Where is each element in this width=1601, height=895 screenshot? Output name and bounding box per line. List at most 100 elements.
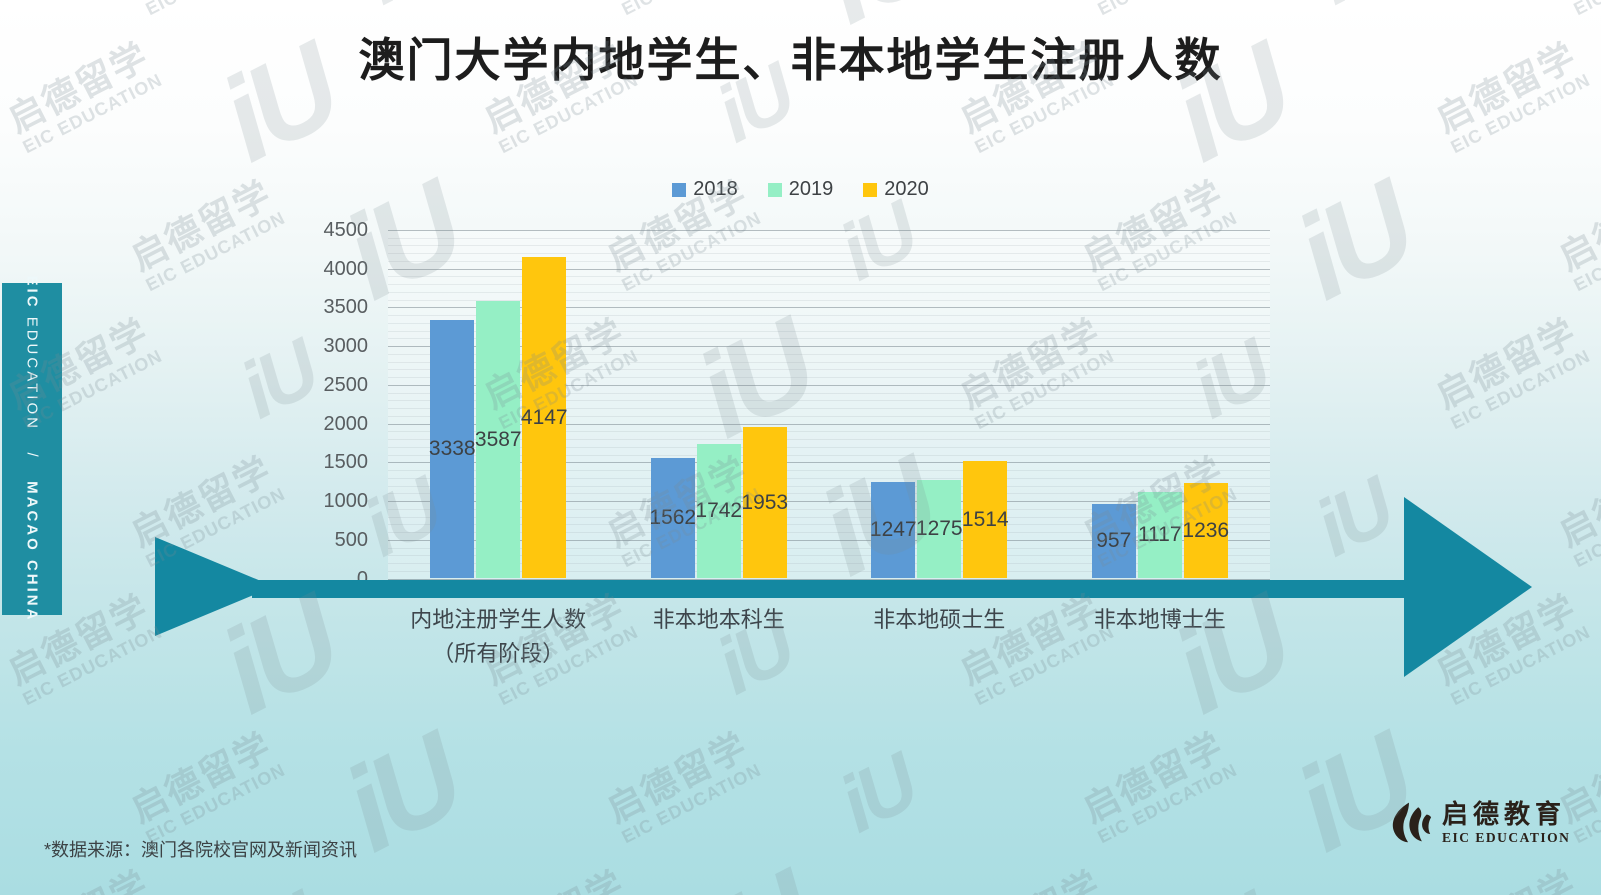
bar-2018-3: [1091, 504, 1136, 579]
minor-gridline: [388, 570, 1270, 572]
brand-text: 启德教育 EIC EDUCATION: [1442, 800, 1570, 846]
watermark-line2: EIC EDUCATION: [1570, 484, 1601, 572]
watermark-line1: 启德留学: [950, 855, 1111, 895]
sidebar-region: MACAO CHINA: [23, 481, 41, 623]
watermark-logo-icon: iU: [676, 847, 832, 895]
major-gridline: [388, 307, 1270, 309]
legend: 2018 2019 2020: [0, 178, 1601, 201]
watermark-line1: 启德留学: [1429, 310, 1584, 417]
brand-name-en: EIC EDUCATION: [1442, 830, 1571, 845]
watermark-line2: EIC EDUCATION: [19, 621, 166, 710]
minor-gridline: [388, 322, 1270, 324]
minor-gridline: [388, 439, 1270, 441]
watermark-line1: 启德留学: [124, 448, 279, 555]
minor-gridline: [388, 245, 1270, 247]
y-axis-tick-label: 1500: [323, 451, 369, 474]
watermark-line2: EIC EDUCATION: [619, 0, 765, 20]
bar-2018-0: [430, 319, 475, 579]
minor-gridline: [388, 555, 1270, 557]
y-axis-tick-label: 0: [356, 567, 368, 590]
bar-value-label: 1117: [1137, 523, 1182, 547]
legend-label: 2020: [884, 178, 929, 200]
minor-gridline: [388, 330, 1270, 332]
bar-2020-1: [742, 427, 787, 579]
y-axis-tick-label: 1000: [323, 490, 369, 513]
watermark-line2: EIC EDUCATION: [142, 759, 289, 848]
minor-gridline: [388, 415, 1270, 417]
category-label: 非本地硕士生: [873, 607, 1006, 632]
minor-gridline: [388, 276, 1270, 278]
minor-gridline: [388, 470, 1270, 472]
watermark-line2: EIC EDUCATION: [1570, 208, 1601, 296]
bar-2018-1: [650, 457, 695, 579]
watermark-line1: 启德留学: [600, 724, 755, 831]
watermark-line2: EIC EDUCATION: [618, 759, 765, 848]
legend-item: 2019: [767, 178, 834, 201]
minor-gridline: [388, 508, 1270, 510]
minor-gridline: [388, 477, 1270, 479]
watermark-line1: 启德留学: [1073, 0, 1234, 5]
y-axis-tick-label: 3000: [323, 335, 369, 358]
axis-arrow-head: [1404, 497, 1532, 677]
watermark-line2: EIC EDUCATION: [142, 207, 289, 296]
minor-gridline: [388, 377, 1270, 379]
bar-value-label: 3587: [474, 427, 522, 451]
bar-2019-1: [696, 443, 741, 579]
y-axis-tick-label: 4000: [323, 257, 369, 280]
sidebar-brand-rest: EDUCATION: [23, 316, 41, 431]
minor-gridline: [388, 338, 1270, 340]
minor-gridline: [388, 392, 1270, 394]
sidebar-ribbon: EIC EDUCATION / MACAO CHINA: [2, 276, 62, 622]
minor-gridline: [388, 563, 1270, 564]
minor-gridline: [388, 253, 1270, 255]
bar-value-label: 957: [1096, 529, 1132, 553]
legend-label: 2018: [693, 178, 738, 200]
watermark-logo-icon: iU: [1301, 0, 1405, 23]
bar-2020-3: [1183, 482, 1228, 579]
sidebar-text: EIC EDUCATION / MACAO CHINA: [24, 276, 41, 623]
y-axis-tick-label: 500: [334, 528, 368, 551]
legend-swatch: [672, 182, 687, 197]
y-axis-tick-label: 4500: [323, 219, 369, 241]
sidebar-brand-bold: EIC: [23, 275, 41, 310]
minor-gridline: [388, 237, 1270, 239]
minor-gridline: [388, 299, 1270, 301]
major-gridline: [388, 268, 1270, 270]
watermark-line1: 启德留学: [1076, 724, 1231, 831]
minor-gridline: [388, 446, 1270, 448]
bar-value-label: 1236: [1182, 518, 1230, 542]
watermark-line1: 启德留学: [1426, 855, 1587, 895]
major-gridline: [388, 501, 1270, 503]
watermark-logo-icon: iU: [1178, 875, 1282, 895]
minor-gridline: [388, 454, 1270, 456]
minor-gridline: [388, 532, 1270, 534]
watermark-line2: EIC EDUCATION: [1571, 0, 1601, 20]
source-note: *数据来源：澳门各院校官网及新闻资讯: [44, 840, 358, 860]
category-label: 非本地博士生: [1093, 607, 1226, 632]
bar-value-label: 3338: [428, 437, 476, 461]
bar-2018-2: [871, 481, 916, 579]
minor-gridline: [388, 260, 1270, 262]
category-label: 内地注册学生人数 （所有阶段）: [378, 603, 618, 671]
watermark-logo-icon: iU: [1301, 462, 1405, 574]
watermark-line1: 启德留学: [121, 0, 282, 5]
minor-gridline: [388, 493, 1270, 495]
minor-gridline: [388, 353, 1270, 355]
watermark-line2: EIC EDUCATION: [1094, 759, 1241, 848]
bar-2019-0: [476, 300, 521, 579]
category-sublabel: （所有阶段）: [432, 641, 565, 666]
watermark-line1: 启德留学: [597, 0, 758, 5]
minor-gridline: [388, 524, 1270, 526]
y-axis-tick-label: 2500: [323, 373, 369, 396]
legend-label: 2019: [788, 178, 834, 200]
